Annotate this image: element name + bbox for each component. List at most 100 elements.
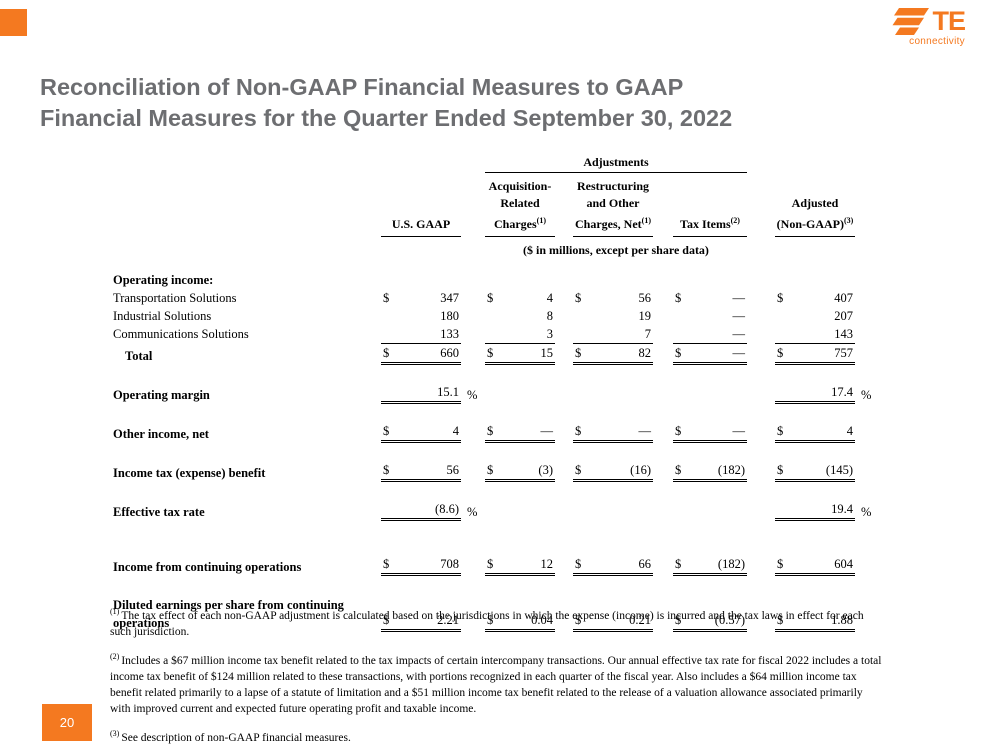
value: — — [540, 424, 554, 438]
value: (182) — [717, 463, 745, 477]
table-row: Total $660 $15 $82 $ — $757 — [113, 343, 885, 365]
value: 133 — [440, 327, 459, 341]
value: 0.04 — [531, 613, 553, 627]
units-note: ($ in millions, except per share data) — [523, 243, 709, 257]
te-connectivity-logo: TE connectivity — [865, 6, 966, 47]
value: 180 — [440, 309, 459, 323]
value-cell: $56 — [573, 289, 653, 307]
footnote-text: See description of non-GAAP financial me… — [121, 731, 351, 744]
row-label: Operating income: — [113, 273, 214, 287]
corner-accent-square — [0, 9, 27, 36]
header-line: Tax Items — [680, 217, 731, 231]
value: 708 — [440, 557, 459, 571]
currency-symbol: $ — [675, 291, 682, 305]
value: (3) — [538, 463, 553, 477]
footnote-text: Includes a $67 million income tax benefi… — [110, 654, 882, 715]
value: 4 — [846, 424, 853, 438]
header-line: Charges, Net — [575, 217, 642, 231]
value: 19.4 — [831, 502, 853, 516]
value: 604 — [834, 557, 853, 571]
te-logo-text: TE — [932, 6, 966, 36]
currency-symbol: $ — [575, 613, 582, 627]
value: 56 — [638, 291, 652, 305]
value: 19 — [638, 309, 652, 323]
footnote-ref: (1) — [641, 216, 651, 225]
currency-symbol: $ — [777, 346, 784, 360]
table-row: Income from continuing operations $708 $12… — [113, 555, 885, 576]
table-header: Adjustments U.S. GAAP Acquisition- Relat… — [113, 155, 885, 258]
value-cell: $ (3) — [485, 461, 555, 482]
footnote-1: (1) The tax effect of each non-GAAP adjus… — [110, 604, 882, 640]
value: 56 — [446, 463, 460, 477]
table-row: Diluted earnings per share from continui… — [113, 596, 885, 632]
currency-symbol: $ — [383, 424, 390, 438]
te-logo-mark-icon — [892, 8, 930, 35]
value-cell: $ — — [673, 343, 747, 365]
value: 7 — [644, 327, 651, 341]
currency-symbol: $ — [487, 463, 494, 477]
col-header-us-gaap: U.S. GAAP — [381, 216, 461, 237]
value-cell: 3 — [485, 325, 555, 343]
table-row: Operating income: — [113, 271, 885, 289]
value-cell: 19 — [573, 307, 653, 325]
currency-symbol: $ — [487, 424, 494, 438]
page-number: 20 — [59, 715, 75, 730]
value: — — [732, 309, 746, 323]
value-cell: $56 — [381, 461, 461, 482]
col-header-acquisition-related-charges: Acquisition- Related Charges(1) — [485, 178, 555, 237]
value-cell: $82 — [573, 343, 653, 365]
value-cell: $ — — [573, 422, 653, 443]
currency-symbol: $ — [383, 346, 390, 360]
currency-symbol: $ — [383, 463, 390, 477]
currency-symbol: $ — [675, 613, 682, 627]
te-logo-tagline: connectivity — [909, 36, 965, 47]
value-cell: $12 — [485, 555, 555, 576]
currency-symbol: $ — [675, 424, 682, 438]
value-cell: $ (145) — [775, 461, 855, 482]
value-cell: 143 — [775, 325, 855, 343]
value-cell: $347 — [381, 289, 461, 307]
footnote-ref: (2) — [730, 216, 740, 225]
value: 1.88 — [831, 613, 853, 627]
header-line: and Other — [586, 196, 640, 210]
header-line: Restructuring — [577, 179, 649, 193]
row-label: Other income, net — [113, 427, 209, 441]
value-cell: $15 — [485, 343, 555, 365]
value-cell: $ (16) — [573, 461, 653, 482]
value: 8 — [546, 309, 553, 323]
value: — — [732, 424, 746, 438]
currency-symbol: $ — [777, 424, 784, 438]
value-cell: $604 — [775, 555, 855, 576]
value-cell: $708 — [381, 555, 461, 576]
footnote-marker: (3) — [110, 728, 120, 738]
currency-symbol: $ — [675, 463, 682, 477]
currency-symbol: $ — [575, 291, 582, 305]
currency-symbol: $ — [383, 613, 390, 627]
row-label: Effective tax rate — [113, 505, 205, 519]
value-cell: $ — — [673, 289, 747, 307]
currency-symbol: $ — [575, 346, 582, 360]
percent-suffix: % — [861, 505, 872, 519]
value: — — [732, 346, 746, 360]
value-cell: $4 — [775, 422, 855, 443]
percent-suffix: % — [467, 505, 478, 519]
table-row: Industrial Solutions 180 8 19 — 207 — [113, 307, 885, 325]
value: — — [638, 424, 652, 438]
value: 66 — [638, 557, 652, 571]
value-cell: $1.88 — [775, 611, 855, 632]
row-label: Transportation Solutions — [113, 291, 237, 305]
table-row: Communications Solutions 133 3 7 — 143 — [113, 325, 885, 343]
row-label: Diluted earnings per share from continui… — [113, 598, 344, 630]
currency-symbol: $ — [487, 613, 494, 627]
value-cell: $ (182) — [673, 461, 747, 482]
value: 207 — [834, 309, 853, 323]
currency-symbol: $ — [487, 557, 494, 571]
table-row: Other income, net $4 $ — $ — $ — $4 — [113, 422, 885, 443]
percent-suffix: % — [467, 388, 478, 402]
value-cell: $0.21 — [573, 611, 653, 632]
value: — — [732, 327, 746, 341]
currency-symbol: $ — [383, 557, 390, 571]
value-cell: 133 — [381, 325, 461, 343]
value: 82 — [638, 346, 652, 360]
value: 407 — [834, 291, 853, 305]
